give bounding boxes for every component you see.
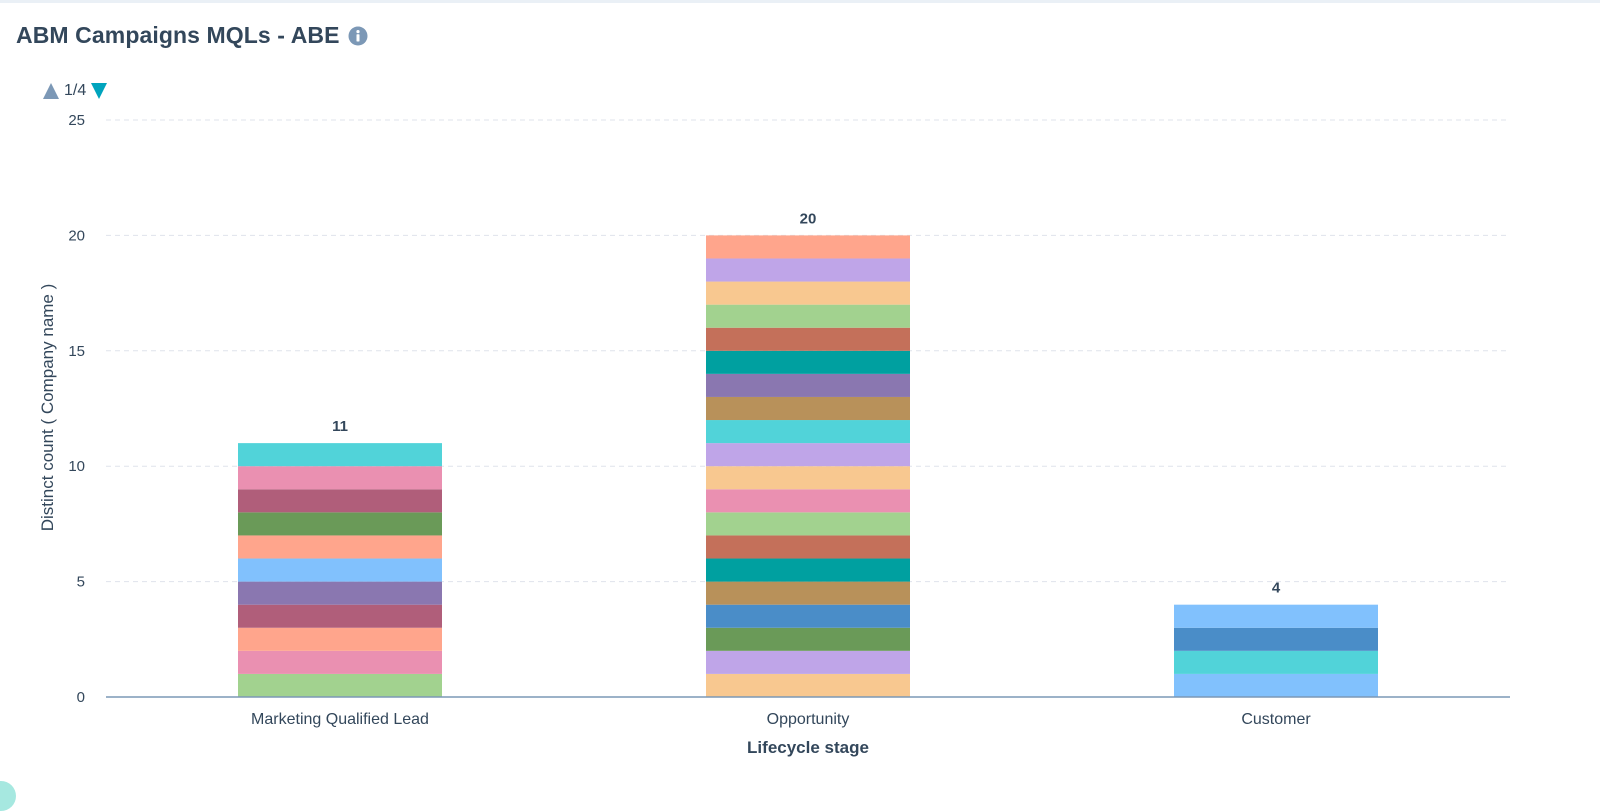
bar-total-label: 4: [1272, 580, 1281, 597]
bar-segment[interactable]: [238, 674, 442, 697]
bar-segment[interactable]: [706, 397, 910, 420]
bar-segment[interactable]: [238, 559, 442, 582]
x-category-label: Opportunity: [767, 711, 850, 728]
bar-stack[interactable]: [1174, 605, 1378, 697]
x-category-label: Marketing Qualified Lead: [251, 711, 429, 728]
bar-segment[interactable]: [706, 535, 910, 558]
x-axis-categories: Marketing Qualified Lead Opportunity Custo…: [251, 711, 1311, 728]
bar-stack[interactable]: [238, 443, 442, 697]
bar-segment[interactable]: [238, 605, 442, 628]
y-tick-label: 20: [68, 227, 85, 244]
bar-segment[interactable]: [706, 420, 910, 443]
bar-segment[interactable]: [238, 489, 442, 512]
bar-segment[interactable]: [706, 605, 910, 628]
bar-segment[interactable]: [706, 328, 910, 351]
y-axis-title: Distinct count ( Company name ): [38, 284, 57, 532]
bar-segment[interactable]: [238, 582, 442, 605]
bar-segment[interactable]: [706, 282, 910, 305]
x-axis-title: Lifecycle stage: [747, 738, 869, 757]
bar-segment[interactable]: [706, 559, 910, 582]
y-tick-label: 5: [77, 574, 85, 591]
bar-segment[interactable]: [238, 535, 442, 558]
y-tick-label: 10: [68, 458, 85, 475]
bar-segment[interactable]: [238, 628, 442, 651]
x-category-label: Customer: [1241, 711, 1311, 728]
bar-segment[interactable]: [706, 258, 910, 281]
bar-total-label: 11: [332, 418, 348, 435]
bar-segment[interactable]: [238, 512, 442, 535]
y-tick-label: 25: [68, 112, 85, 129]
y-tick-label: 15: [68, 343, 85, 360]
bar-segment[interactable]: [238, 651, 442, 674]
bar-segment[interactable]: [706, 628, 910, 651]
bar-segment[interactable]: [1174, 628, 1378, 651]
bar-segment[interactable]: [706, 674, 910, 697]
bar-segment[interactable]: [706, 235, 910, 258]
bar-segment[interactable]: [706, 374, 910, 397]
bar-segment[interactable]: [706, 466, 910, 489]
bar-segment[interactable]: [1174, 605, 1378, 628]
bar-segment[interactable]: [706, 305, 910, 328]
y-axis-ticks: 0 5 10 15 20 25: [68, 112, 85, 706]
bar-segment[interactable]: [1174, 674, 1378, 697]
bar-stack[interactable]: [706, 235, 910, 697]
bar-segment[interactable]: [706, 489, 910, 512]
bar-segment[interactable]: [706, 351, 910, 374]
bar-segment[interactable]: [706, 512, 910, 535]
bar-segment[interactable]: [1174, 651, 1378, 674]
bar-segment[interactable]: [706, 651, 910, 674]
bar-total-label: 20: [800, 210, 817, 227]
bar-segment[interactable]: [706, 443, 910, 466]
bar-segment[interactable]: [238, 466, 442, 489]
bar-segment[interactable]: [238, 443, 442, 466]
y-tick-label: 0: [77, 689, 85, 706]
bar-segment[interactable]: [706, 582, 910, 605]
